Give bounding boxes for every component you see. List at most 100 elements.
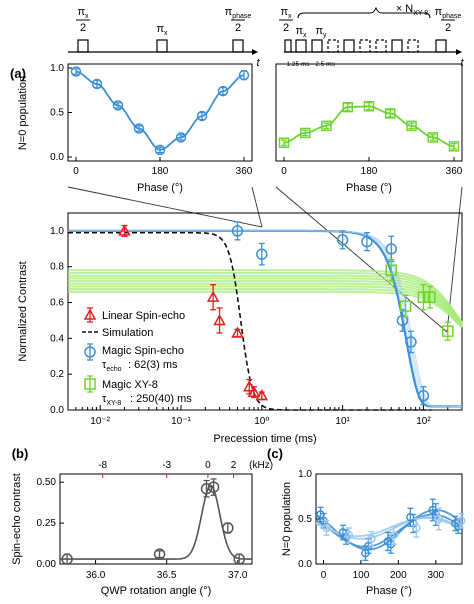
c-ytick-label: 1.0	[298, 469, 312, 480]
a-main-ytick-label: 0.0	[50, 405, 64, 416]
pulse-left-0	[77, 39, 89, 53]
c-ytick-label: 0.5	[298, 514, 312, 525]
c-fit	[315, 517, 463, 537]
panel-label-c: (c)	[267, 446, 283, 461]
a_top_left-point	[217, 85, 229, 97]
pulse-right-0	[295, 39, 307, 53]
pulse-right-half-label-den: 2	[283, 22, 289, 34]
c-point	[389, 530, 399, 540]
pulse-right-phase-label-num: πphase	[435, 6, 462, 20]
repeat-brace	[297, 6, 431, 19]
a-main-point	[255, 389, 269, 401]
a_top_right-xtick-label: 180	[361, 166, 378, 177]
pulse-left-half-num: πx	[77, 6, 89, 20]
a_top_left-point	[196, 110, 208, 122]
a_top_left-point	[112, 100, 124, 111]
a-main-point	[361, 235, 373, 248]
a_top_right-point	[427, 132, 438, 143]
a-main-point	[213, 313, 226, 326]
a_top_right-point	[385, 108, 396, 119]
legend-tau-xy8: τXY-8	[102, 393, 121, 407]
a-main-point	[396, 314, 409, 327]
b-point	[207, 481, 220, 493]
c-ylabel: N=0 population	[281, 482, 293, 556]
a-main-point	[405, 336, 417, 348]
a_top_left-xtick-label: 0	[73, 166, 79, 177]
b-top-axis-label: (kHz)	[249, 460, 273, 471]
a-main-xlabel: Precession time (ms)	[213, 433, 316, 445]
timeline-left-arrow	[252, 49, 258, 55]
c-xtick-label: 0	[321, 570, 327, 581]
a_top_right-xtick-label: 0	[281, 166, 287, 177]
b-top-tick-label: -3	[162, 460, 171, 471]
pulse-left-phase-num: πphase	[225, 6, 252, 20]
a-main-frame	[67, 212, 463, 411]
a_top_right-point	[342, 101, 353, 113]
a_top_right-point	[300, 127, 311, 139]
a-top-ylabel: N=0 population	[17, 76, 29, 150]
a-main-ytick-label: 0.6	[50, 298, 64, 309]
a-main-ylabel: Normalized Contrast	[17, 261, 29, 361]
a-main-point	[206, 290, 220, 302]
a_top_left-point	[154, 144, 166, 156]
a-main-point	[424, 291, 436, 303]
a-main-point	[385, 264, 398, 277]
a_top_left-point	[133, 123, 145, 134]
a_top_right-xtick-label: 360	[446, 166, 463, 177]
c-point	[367, 534, 376, 544]
legend-label-sim: Simulation	[102, 327, 153, 339]
pulse-right-2	[327, 39, 339, 53]
pulse-right-half	[284, 39, 292, 53]
a_top_left-point	[91, 78, 103, 90]
panel-label-a: (a)	[10, 66, 26, 81]
a_top_right-point	[278, 137, 290, 149]
timeline-right-arrow	[456, 49, 462, 55]
a-main-point	[385, 243, 398, 255]
a-main-point	[417, 291, 430, 303]
pulse-left-half-den: 2	[80, 22, 86, 34]
a_top_right-point	[321, 120, 332, 132]
c-point	[457, 516, 466, 526]
b-point	[222, 522, 234, 534]
a_top_left-point	[175, 132, 187, 143]
b-ytick-label: 0.00	[37, 559, 57, 570]
pulse-right-1	[311, 39, 323, 53]
a-main-point	[118, 224, 131, 236]
pulse-left-phase-den: 2	[235, 22, 241, 34]
b-ylabel: Spin-echo contrast	[11, 473, 23, 565]
b-point	[233, 553, 245, 565]
a-main-green-band	[68, 277, 463, 325]
pulse-right-piy: πy	[315, 25, 327, 39]
pulse-right-phase-label-den: 2	[445, 22, 451, 34]
legend-tau-echo-value: : 62(3) ms	[128, 359, 178, 371]
pulse-right-7	[407, 39, 419, 53]
a_top_left-xlabel: Phase (°)	[137, 182, 183, 194]
b-xtick-label: 37.0	[228, 570, 248, 581]
c-xtick-label: 200	[390, 570, 407, 581]
b-fit	[60, 484, 252, 560]
c-point	[344, 530, 354, 540]
a-main-point	[399, 300, 412, 312]
legend-label-xy8: Magic XY-8	[102, 379, 158, 391]
repeat-label: × NXY-8	[396, 3, 428, 17]
a-main-point	[256, 248, 268, 260]
a-main-point	[247, 385, 261, 397]
a-main-ytick-label: 0.2	[50, 369, 64, 380]
c-xtick-label: 100	[353, 570, 370, 581]
a_top_right-point	[363, 101, 375, 112]
b-frame	[59, 473, 253, 565]
a_top_left-ytick-label: 0.0	[50, 152, 64, 163]
c-point	[434, 514, 444, 524]
b-point	[61, 553, 73, 565]
a_top_right-point	[406, 120, 417, 132]
zoom-line	[251, 186, 263, 228]
a_top_left-frame	[67, 63, 253, 162]
zoom-line	[275, 186, 448, 333]
b-xtick-label: 36.5	[157, 570, 177, 581]
pulse-right-pix: πx	[295, 25, 307, 39]
pulse-right-half-label-num: πx	[280, 6, 292, 20]
pulse-right-phase	[435, 39, 447, 53]
pulse-right-3	[343, 39, 355, 53]
zoom-line	[67, 186, 263, 228]
